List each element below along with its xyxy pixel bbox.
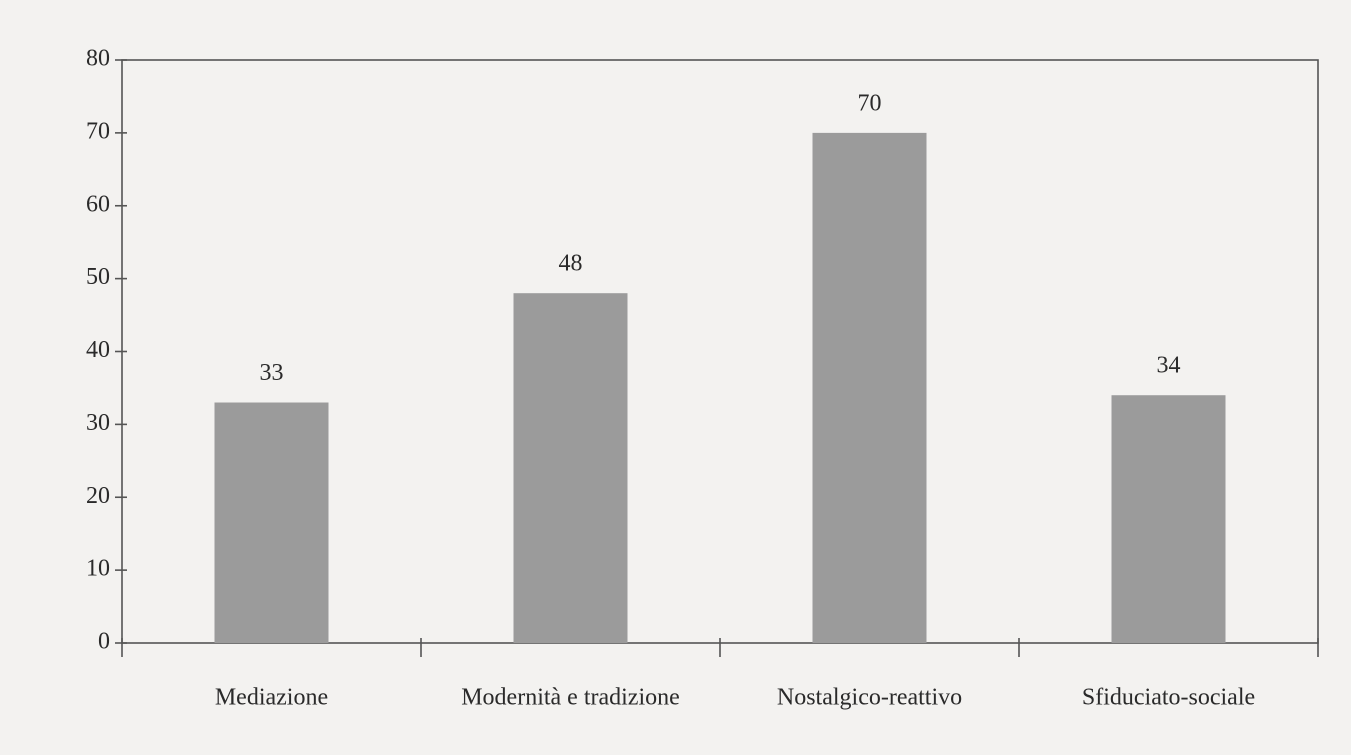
y-tick-label: 10	[86, 556, 110, 582]
y-tick-label: 20	[86, 483, 110, 509]
bar	[513, 293, 628, 643]
value-label: 70	[858, 90, 882, 116]
y-tick-label: 40	[86, 337, 110, 363]
y-tick-label: 70	[86, 118, 110, 144]
bar	[1111, 395, 1226, 643]
x-tick-label: Sfiduciato-sociale	[1082, 685, 1255, 711]
value-label: 34	[1157, 353, 1181, 379]
x-tick-label: Modernità e tradizione	[461, 685, 680, 711]
y-tick-label: 30	[86, 410, 110, 436]
bar	[812, 132, 927, 643]
value-label: 33	[260, 360, 284, 386]
bar	[214, 402, 329, 643]
y-tick-label: 80	[86, 46, 110, 72]
x-tick-label: Nostalgico-reattivo	[777, 685, 962, 711]
y-tick-label: 50	[86, 264, 110, 290]
x-tick-label: Mediazione	[215, 685, 328, 711]
y-tick-label: 0	[98, 629, 110, 655]
y-tick-label: 60	[86, 191, 110, 217]
value-label: 48	[559, 251, 583, 277]
